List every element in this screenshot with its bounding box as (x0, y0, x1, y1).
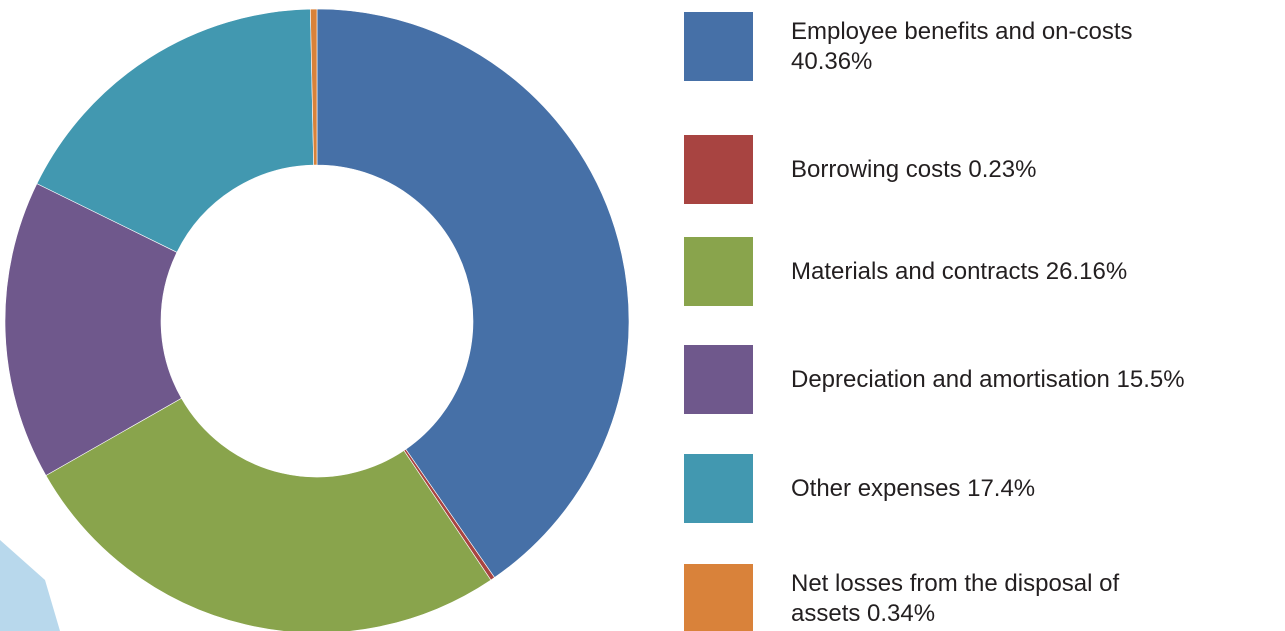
legend-swatch-materials-contracts (684, 237, 753, 306)
legend-item-materials-contracts: Materials and contracts 26.16% (684, 237, 1284, 307)
legend-item-employee-benefits: Employee benefits and on-costs 40.36% (684, 12, 1284, 82)
legend-item-net-losses: Net losses from the disposal of assets 0… (684, 564, 1284, 631)
donut-slice-5 (310, 8, 318, 166)
legend-swatch-employee-benefits (684, 12, 753, 81)
legend-label-net-losses: Net losses from the disposal of assets 0… (791, 570, 1120, 627)
legend-swatch-depreciation (684, 345, 753, 414)
legend-label-depreciation: Depreciation and amortisation 15.5% (791, 366, 1185, 393)
donut-slice-4 (36, 8, 314, 253)
legend-label-materials-contracts: Materials and contracts 26.16% (791, 258, 1128, 285)
donut-slices (4, 8, 630, 631)
legend-label-employee-benefits: Employee benefits and on-costs 40.36% (791, 18, 1133, 75)
legend-swatch-net-losses (684, 564, 753, 631)
donut-slice-0 (316, 8, 630, 578)
legend-swatch-other-expenses (684, 454, 753, 523)
legend-swatch-borrowing-costs (684, 135, 753, 204)
legend-item-borrowing-costs: Borrowing costs 0.23% (684, 135, 1284, 205)
legend-label-other-expenses: Other expenses 17.4% (791, 475, 1036, 502)
corner-decoration (0, 540, 60, 631)
legend-item-depreciation: Depreciation and amortisation 15.5% (684, 345, 1284, 415)
legend-item-other-expenses: Other expenses 17.4% (684, 454, 1284, 524)
donut-slice-3 (4, 183, 182, 476)
legend-label-borrowing-costs: Borrowing costs 0.23% (791, 156, 1037, 183)
